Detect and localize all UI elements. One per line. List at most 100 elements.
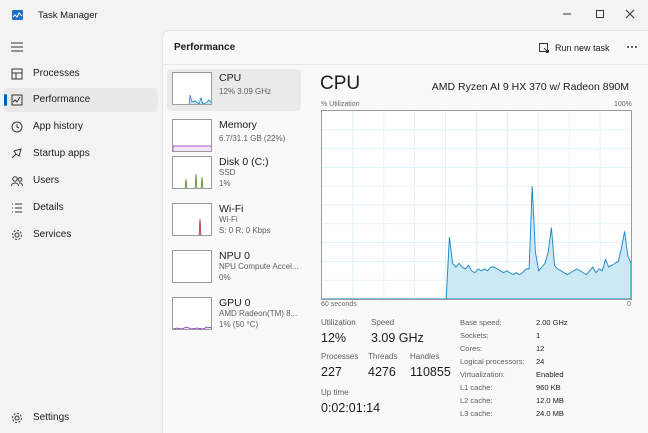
spec-key: L2 cache:	[460, 396, 493, 405]
processes-label: Processes	[321, 352, 359, 361]
y-axis-label: % Utilization	[321, 101, 360, 108]
users-icon	[10, 174, 24, 188]
title-bar[interactable]: Task Manager	[0, 0, 648, 30]
nav-item-services[interactable]: Services	[4, 223, 158, 247]
details-icon	[10, 201, 24, 215]
device-cpu[interactable]: CPU 12% 3.09 GHz	[167, 69, 301, 111]
nav-item-processes[interactable]: Processes	[4, 62, 158, 86]
nav-item-details[interactable]: Details	[4, 196, 158, 220]
device-sub: S: 0 R: 0 Kbps	[219, 226, 271, 235]
spec-value: 2.00 GHz	[536, 318, 568, 327]
settings-icon	[10, 411, 24, 425]
wifi-thumbnail	[172, 203, 212, 236]
close-button[interactable]	[615, 4, 645, 24]
nav-label-users: Users	[33, 175, 60, 186]
device-sub: 1% (50 °C)	[219, 320, 259, 329]
x-axis-left: 60 seconds	[321, 301, 357, 308]
close-icon	[625, 9, 635, 19]
spec-value: 960 KB	[536, 383, 561, 392]
memory-thumbnail	[172, 119, 212, 152]
device-disk[interactable]: Disk 0 (C:) SSD 1%	[167, 153, 301, 195]
task-manager-icon	[12, 10, 23, 20]
x-axis-right: 0	[627, 301, 631, 308]
spec-key: L3 cache:	[460, 409, 493, 418]
device-name: Disk 0 (C:)	[219, 156, 269, 168]
device-sub: AMD Radeon(TM) 8...	[219, 309, 298, 318]
startup-apps-icon	[10, 147, 24, 161]
spec-value: 12.0 MB	[536, 396, 564, 405]
device-sub: NPU Compute Accel...	[219, 262, 299, 271]
hamburger-icon	[11, 42, 23, 52]
npu-thumbnail	[172, 250, 212, 283]
nav-label-startup-apps: Startup apps	[33, 148, 90, 159]
run-new-task-button[interactable]: Run new task	[539, 39, 610, 57]
device-sub: 12% 3.09 GHz	[219, 87, 272, 96]
device-memory[interactable]: Memory 6.7/31.1 GB (22%)	[167, 116, 301, 158]
speed-label: Speed	[371, 318, 395, 327]
nav-item-app-history[interactable]: App history	[4, 115, 158, 139]
nav-item-settings[interactable]: Settings	[4, 406, 158, 430]
maximize-icon	[596, 10, 604, 18]
app-history-icon	[10, 120, 24, 134]
device-npu[interactable]: NPU 0 NPU Compute Accel... 0%	[167, 247, 301, 289]
device-sub: 6.7/31.1 GB (22%)	[219, 134, 286, 143]
spec-key: L1 cache:	[460, 383, 493, 392]
cpu-model: AMD Ryzen AI 9 HX 370 w/ Radeon 890M	[431, 81, 629, 93]
spec-value: 24	[536, 357, 545, 366]
device-name: Memory	[219, 119, 257, 131]
hamburger-menu-button[interactable]	[8, 38, 26, 56]
device-sub: 1%	[219, 179, 231, 188]
threads-value: 4276	[368, 365, 396, 379]
spec-value: Enabled	[536, 370, 564, 379]
device-sub: 0%	[219, 273, 231, 282]
spec-key: Cores:	[460, 344, 483, 353]
detail-title: CPU	[320, 73, 361, 94]
device-sub: SSD	[219, 168, 236, 177]
processes-icon	[10, 67, 24, 81]
processes-value: 227	[321, 365, 342, 379]
header-divider	[163, 64, 648, 65]
utilization-value: 12%	[321, 331, 347, 345]
main-panel: Performance Run new task CPU 12% 3.09 GH…	[162, 30, 648, 433]
cpu-graph-svg	[322, 111, 632, 300]
handles-value: 110855	[410, 365, 451, 379]
nav-label-processes: Processes	[33, 68, 80, 79]
spec-value: 12	[536, 344, 545, 353]
uptime-value: 0:02:01:14	[321, 401, 381, 415]
active-indicator	[4, 94, 7, 106]
run-new-task-label: Run new task	[555, 43, 610, 53]
device-gpu[interactable]: GPU 0 AMD Radeon(TM) 8... 1% (50 °C)	[167, 294, 301, 336]
threads-label: Threads	[368, 352, 398, 361]
handles-label: Handles	[410, 352, 440, 361]
speed-value: 3.09 GHz	[371, 331, 424, 345]
nav-label-app-history: App history	[33, 121, 84, 132]
nav-label-settings: Settings	[33, 412, 70, 423]
window-title: Task Manager	[38, 10, 98, 21]
nav-item-startup-apps[interactable]: Startup apps	[4, 142, 158, 166]
minimize-icon	[563, 13, 571, 15]
spec-value: 24.0 MB	[536, 409, 564, 418]
page-title: Performance	[174, 42, 236, 53]
nav-label-details: Details	[33, 202, 64, 213]
run-task-icon	[539, 43, 549, 53]
spec-key: Base speed:	[460, 318, 502, 327]
nav-item-users[interactable]: Users	[4, 169, 158, 193]
device-name: CPU	[219, 72, 242, 84]
device-sub: Wi-Fi	[219, 215, 238, 224]
spec-key: Sockets:	[460, 331, 489, 340]
maximize-button[interactable]	[585, 4, 615, 24]
more-options-icon	[627, 46, 637, 48]
nav-item-performance[interactable]: Performance	[4, 88, 158, 112]
disk-thumbnail	[172, 156, 212, 189]
cpu-utilization-graph	[321, 110, 632, 300]
performance-icon	[10, 93, 24, 107]
device-wifi[interactable]: Wi-Fi Wi-Fi S: 0 R: 0 Kbps	[167, 200, 301, 242]
services-icon	[10, 228, 24, 242]
y-axis-max: 100%	[614, 101, 632, 108]
device-name: NPU 0	[219, 250, 250, 262]
more-options-button[interactable]	[623, 39, 641, 55]
device-name: Wi-Fi	[219, 203, 244, 215]
spec-key: Virtualization:	[460, 370, 505, 379]
minimize-button[interactable]	[552, 4, 582, 24]
device-name: GPU 0	[219, 297, 251, 309]
